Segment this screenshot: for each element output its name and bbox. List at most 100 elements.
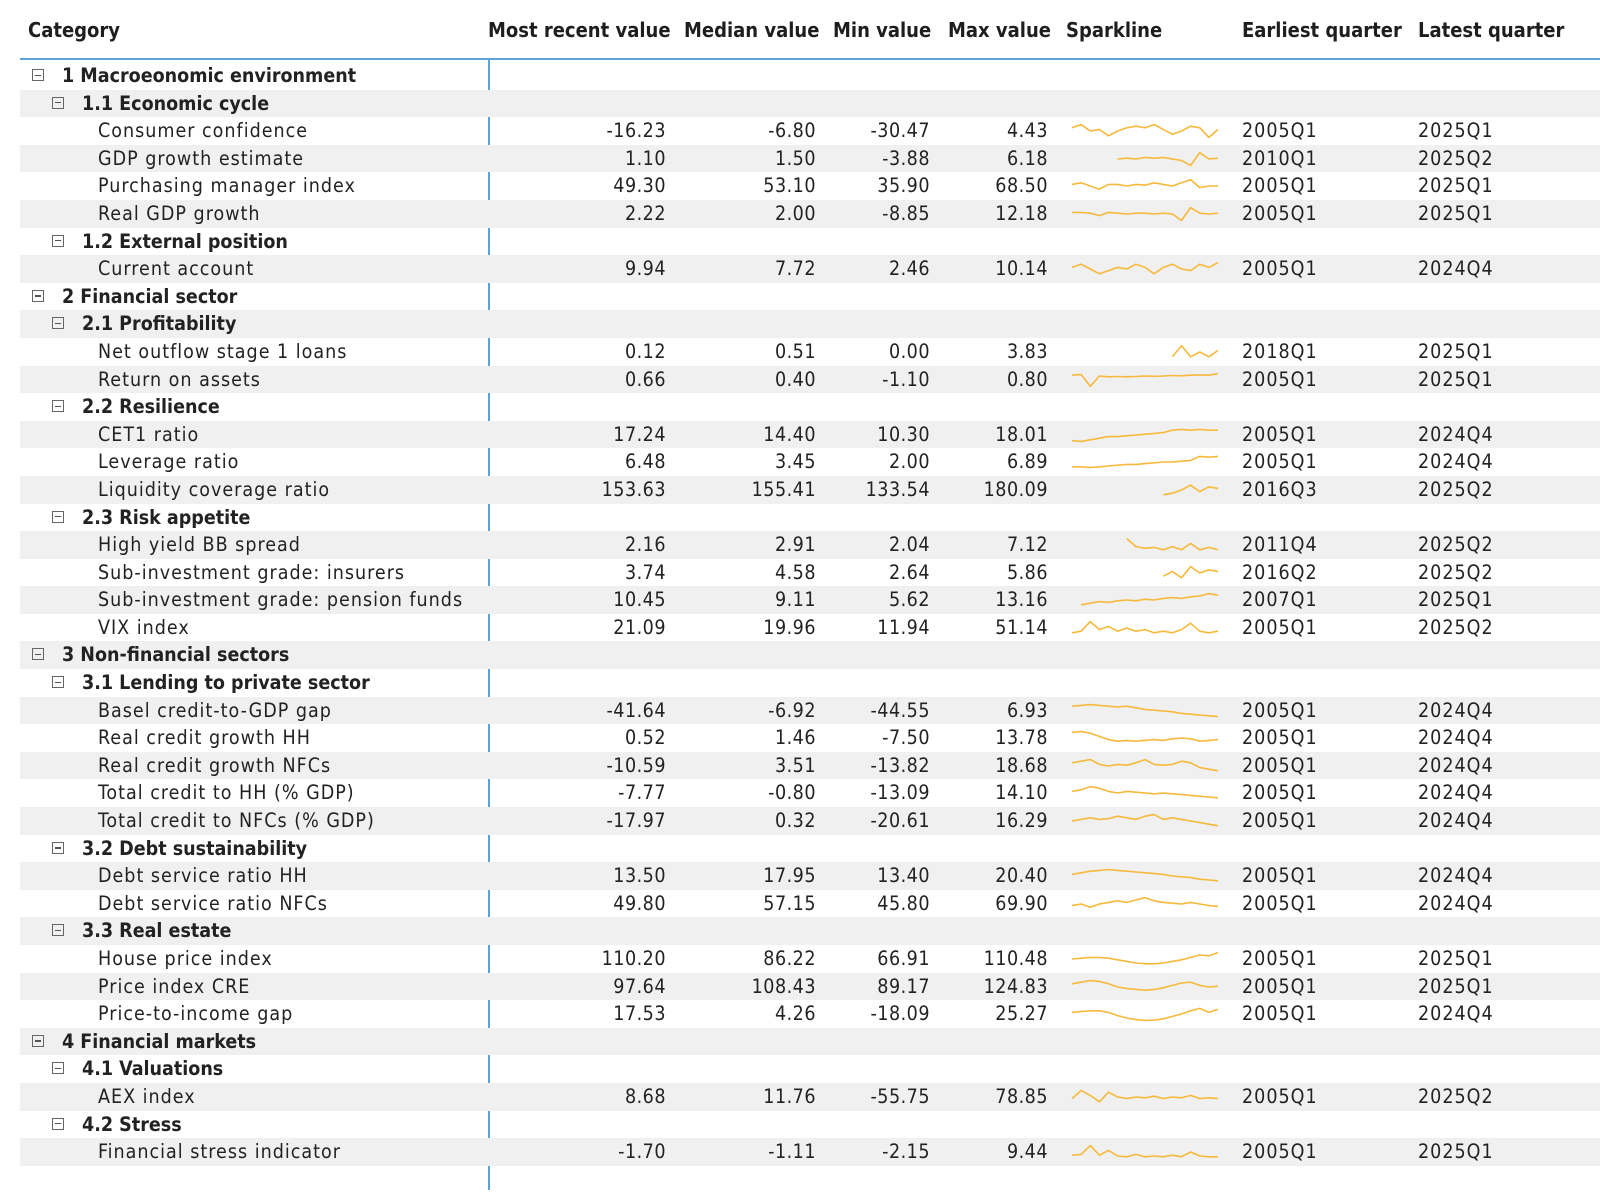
sparkline-series — [1072, 206, 1219, 222]
table-row: Liquidity coverage ratio 153.63 155.41 133.… — [20, 475, 1600, 504]
max-value-cell: 68.50 — [995, 174, 1048, 198]
col-header-most-recent-value[interactable]: Most recent value — [488, 18, 671, 42]
col-header-latest-quarter[interactable]: Latest quarter — [1418, 18, 1565, 42]
max-value-cell: 7.12 — [1006, 533, 1048, 557]
latest-quarter-cell: 2025Q2 — [1418, 146, 1494, 170]
category-label: Purchasing manager index — [98, 174, 356, 198]
latest-quarter-cell: 2025Q1 — [1418, 947, 1494, 970]
col-header-max-value[interactable]: Max value — [948, 18, 1051, 42]
group-row[interactable]: 1.2 External position — [20, 228, 1600, 256]
sparkline-series — [1071, 1007, 1219, 1022]
group-row[interactable]: 2.3 Risk appetite — [20, 504, 1600, 532]
col-header-median-value[interactable]: Median value — [684, 18, 820, 42]
most-recent-value-cell: 49.80 — [613, 891, 666, 915]
group-label: 2 Financial sector — [62, 284, 238, 308]
latest-quarter-cell: 2024Q4 — [1418, 422, 1494, 446]
most-recent-value-cell: 0.52 — [624, 726, 666, 750]
collapse-toggle-icon[interactable] — [32, 1034, 44, 1047]
sparkline-series — [1071, 428, 1218, 442]
group-row[interactable]: 2.2 Resilience — [20, 393, 1600, 421]
group-row[interactable]: 2.1 Profitability — [20, 310, 1600, 338]
max-value-cell: 69.90 — [995, 891, 1048, 915]
most-recent-value-cell: 0.66 — [624, 367, 666, 391]
earliest-quarter-cell: 2005Q1 — [1242, 450, 1318, 474]
most-recent-value-cell: -1.70 — [618, 1140, 666, 1164]
table-row: Sub-investment grade: pension funds 10.45… — [20, 586, 1600, 614]
sparkline-chart — [1117, 151, 1219, 166]
group-row[interactable]: 2 Financial sector — [20, 283, 1600, 311]
latest-quarter-cell: 2025Q2 — [1418, 615, 1494, 639]
collapse-toggle-icon[interactable] — [52, 317, 64, 330]
max-value-cell: 0.80 — [1006, 367, 1048, 391]
sparkline-series — [1171, 344, 1219, 358]
earliest-quarter-cell: 2005Q1 — [1242, 1084, 1318, 1108]
col-header-sparkline[interactable]: Sparkline — [1066, 18, 1163, 42]
latest-quarter-cell: 2024Q4 — [1418, 781, 1494, 805]
min-value-cell: 66.91 — [877, 947, 930, 970]
collapse-toggle-icon[interactable] — [52, 234, 64, 247]
group-label: 3.1 Lending to private sector — [82, 671, 370, 695]
col-header-min-value[interactable]: Min value — [833, 18, 932, 42]
table-row: Consumer confidence -16.23 -6.80 -30.47 4.43… — [20, 117, 1600, 145]
collapse-toggle-icon[interactable] — [52, 924, 64, 937]
latest-quarter-cell: 2025Q1 — [1418, 974, 1494, 998]
group-row[interactable]: 4.1 Valuations — [20, 1055, 1600, 1083]
min-value-cell: 2.04 — [888, 533, 930, 557]
sparkline-chart — [1071, 869, 1219, 882]
group-row[interactable]: 3.1 Lending to private sector — [20, 669, 1600, 697]
latest-quarter-cell: 2024Q4 — [1418, 450, 1494, 474]
col-header-earliest-quarter[interactable]: Earliest quarter — [1242, 18, 1402, 42]
sparkline-chart — [1126, 538, 1219, 551]
most-recent-value-cell: 110.20 — [601, 947, 666, 970]
column-divider — [488, 60, 490, 1190]
category-label: Total credit to NFCs (% GDP) — [98, 809, 375, 833]
most-recent-value-cell: 21.09 — [613, 615, 666, 639]
collapse-toggle-icon[interactable] — [52, 96, 64, 109]
group-row[interactable]: 1 Macroeonomic environment — [20, 62, 1600, 90]
most-recent-value-cell: 8.68 — [624, 1084, 666, 1108]
latest-quarter-cell: 2025Q2 — [1418, 533, 1494, 557]
table-row: Net outflow stage 1 loans 0.12 0.51 0.00 3.8… — [20, 338, 1600, 366]
group-row[interactable]: 3 Non-financial sectors — [20, 641, 1600, 670]
most-recent-value-cell: 10.45 — [613, 588, 666, 612]
median-value-cell: 19.96 — [763, 615, 816, 639]
collapse-toggle-icon[interactable] — [52, 510, 64, 523]
table-row: Basel credit-to-GDP gap -41.64 -6.92 -44.55… — [20, 696, 1600, 725]
collapse-toggle-icon[interactable] — [52, 1117, 64, 1130]
median-value-cell: -1.11 — [768, 1140, 816, 1164]
sparkline-series — [1071, 372, 1219, 387]
group-row[interactable]: 1.1 Economic cycle — [20, 89, 1600, 118]
sparkline-series — [1071, 813, 1219, 827]
latest-quarter-cell: 2025Q1 — [1418, 201, 1494, 225]
sparkline-chart — [1071, 428, 1218, 442]
min-value-cell: -30.47 — [870, 119, 930, 143]
group-row[interactable]: 4 Financial markets — [20, 1027, 1600, 1056]
collapse-toggle-icon[interactable] — [32, 648, 44, 661]
latest-quarter-cell: 2024Q4 — [1418, 257, 1494, 281]
earliest-quarter-cell: 2005Q1 — [1242, 201, 1318, 225]
collapse-toggle-icon[interactable] — [32, 289, 44, 302]
collapse-toggle-icon[interactable] — [32, 69, 44, 81]
category-label: Net outflow stage 1 loans — [98, 339, 348, 363]
collapse-toggle-icon[interactable] — [52, 676, 64, 689]
latest-quarter-cell: 2025Q1 — [1418, 1140, 1494, 1164]
latest-quarter-cell: 2025Q1 — [1418, 339, 1494, 363]
group-row[interactable]: 3.3 Real estate — [20, 917, 1600, 945]
max-value-cell: 14.10 — [995, 781, 1048, 805]
sparkline-chart — [1071, 1089, 1219, 1103]
table-row: High yield BB spread 2.16 2.91 2.04 7.12 2011… — [20, 531, 1600, 559]
most-recent-value-cell: 1.10 — [624, 146, 666, 170]
table-row: Debt service ratio NFCs 49.80 57.15 45.80 69… — [20, 890, 1600, 918]
collapse-toggle-icon[interactable] — [52, 841, 64, 854]
col-header-category[interactable]: Category — [28, 18, 121, 42]
table-body: 1 Macroeonomic environment 1.1 Economic c… — [20, 62, 1600, 1166]
category-label: Price index CRE — [98, 974, 251, 998]
sparkline-series — [1071, 262, 1219, 275]
most-recent-value-cell: 9.94 — [624, 257, 666, 281]
collapse-toggle-icon[interactable] — [52, 400, 64, 413]
collapse-toggle-icon[interactable] — [52, 1062, 64, 1075]
earliest-quarter-cell: 2005Q1 — [1242, 698, 1318, 722]
sparkline-series — [1071, 179, 1218, 191]
group-row[interactable]: 3.2 Debt sustainability — [20, 835, 1600, 863]
group-row[interactable]: 4.2 Stress — [20, 1111, 1600, 1139]
